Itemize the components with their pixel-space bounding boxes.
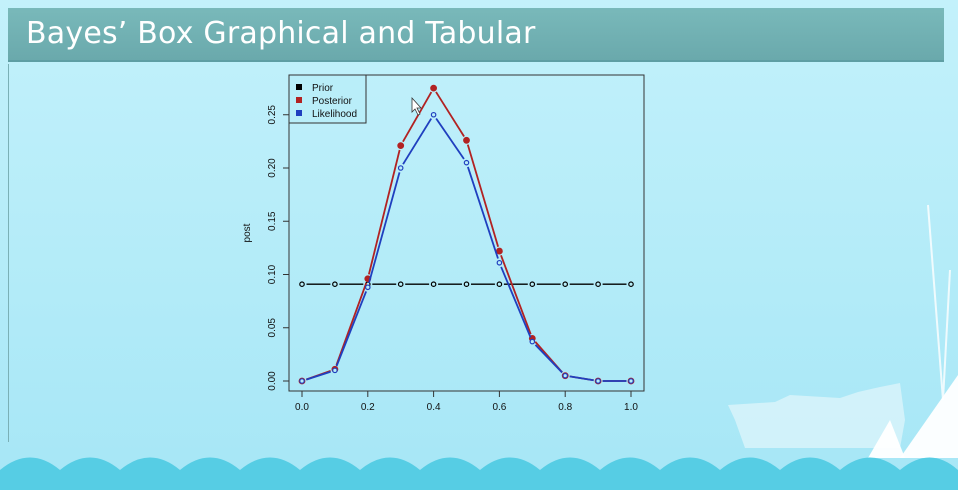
left-divider: [8, 64, 9, 442]
likelihood-line-segment: [467, 166, 499, 259]
posterior-point: [430, 84, 438, 92]
likelihood-point: [463, 159, 470, 166]
prior-point: [299, 281, 305, 287]
chart-legend: Prior Posterior Likelihood: [288, 74, 367, 124]
likelihood-point: [529, 338, 536, 345]
posterior-line-segment: [368, 149, 401, 275]
likelihood-point: [364, 284, 371, 291]
likelihood-line-segment: [402, 118, 433, 165]
prior-point: [595, 281, 601, 287]
legend-label-likelihood: Likelihood: [312, 109, 357, 120]
y-tick-label: 0.15: [267, 211, 278, 231]
posterior-line-segment: [402, 91, 433, 143]
x-tick-label: 0.4: [427, 402, 441, 413]
prior-point: [628, 281, 634, 287]
likelihood-line-segment: [306, 370, 331, 381]
y-axis-label: post: [242, 223, 253, 242]
likelihood-point: [595, 378, 601, 384]
x-tick-label: 0.6: [492, 402, 506, 413]
sail-silhouette: [868, 420, 905, 458]
x-tick-label: 1.0: [624, 402, 638, 413]
prior-point: [496, 281, 503, 287]
slide-title-bar: Bayes’ Box Graphical and Tabular: [8, 8, 944, 62]
posterior-point: [397, 142, 405, 150]
posterior-line-segment: [335, 282, 368, 366]
slide-title: Bayes’ Box Graphical and Tabular: [26, 16, 536, 51]
y-tick-label: 0.05: [267, 318, 278, 338]
likelihood-line-segment: [368, 172, 401, 284]
legend-swatch-likelihood: [296, 110, 302, 116]
legend-swatch-prior: [296, 84, 302, 90]
y-tick-label: 0.10: [267, 264, 278, 284]
likelihood-point: [332, 367, 338, 374]
x-tick-label: 0.0: [295, 402, 309, 413]
likelihood-line-segment: [534, 344, 563, 374]
prior-point: [529, 281, 536, 287]
likelihood-line-segment: [435, 117, 465, 160]
plot-frame: [288, 74, 645, 392]
ship-silhouette: [728, 383, 905, 448]
posterior-point: [463, 136, 470, 144]
posterior-line-segment: [500, 254, 532, 335]
likelihood-point: [496, 259, 503, 266]
posterior-line-segment: [466, 144, 499, 248]
likelihood-line-segment: [500, 266, 532, 338]
prior-point: [562, 281, 569, 287]
prior-point: [430, 281, 437, 287]
legend-label-posterior: Posterior: [312, 96, 353, 107]
posterior-line-segment: [435, 91, 465, 137]
likelihood-point: [397, 165, 404, 171]
likelihood-point: [430, 111, 437, 118]
prior-point: [463, 281, 470, 287]
y-tick-label: 0.00: [267, 371, 278, 391]
posterior-point: [496, 247, 503, 255]
mast-lines-decoration: [927, 204, 951, 401]
prior-point: [397, 281, 404, 287]
x-tick-label: 0.2: [361, 402, 375, 413]
y-tick-label: 0.20: [267, 158, 278, 178]
wave-band: [0, 457, 958, 490]
likelihood-point: [562, 372, 569, 379]
mouse-cursor-icon: [411, 96, 422, 116]
legend-swatch-posterior: [296, 97, 302, 103]
sail-silhouette-large: [900, 375, 958, 458]
y-tick-label: 0.25: [267, 105, 278, 125]
likelihood-line-segment: [569, 375, 594, 382]
prior-point: [332, 281, 338, 287]
legend-label-prior: Prior: [312, 83, 334, 94]
likelihood-line-segment: [335, 291, 367, 367]
x-tick-label: 0.8: [558, 402, 572, 413]
likelihood-point: [299, 378, 305, 384]
likelihood-point: [628, 378, 634, 384]
